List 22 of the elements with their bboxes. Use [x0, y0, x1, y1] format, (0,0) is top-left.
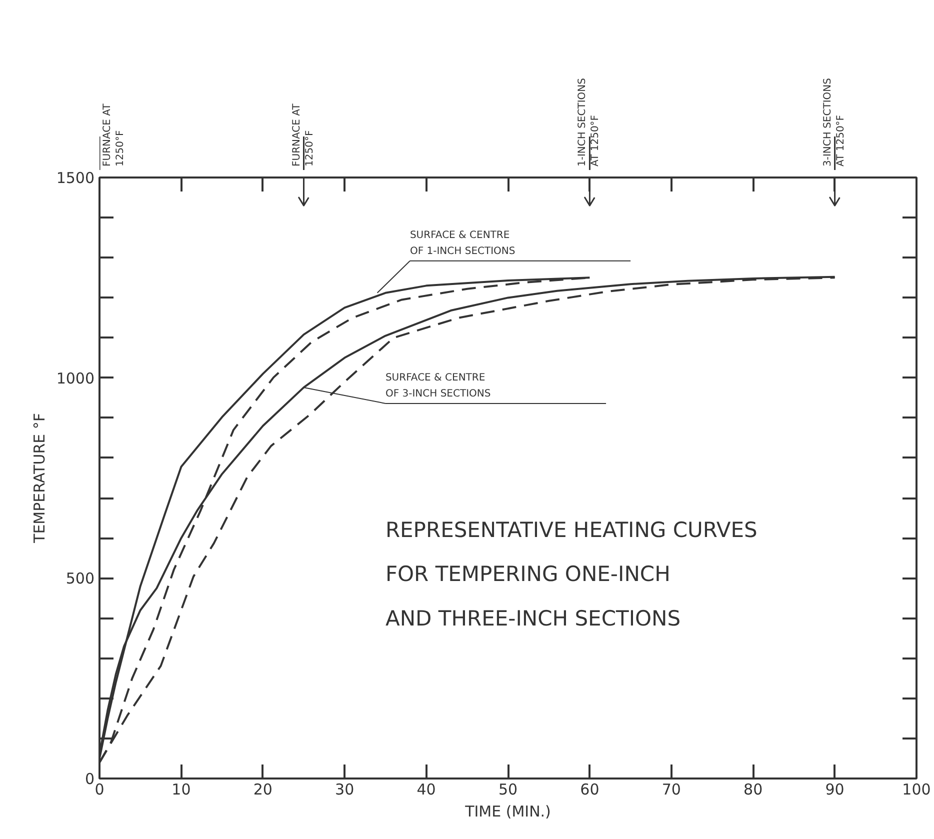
y-axis-title: TEMPERATURE °F: [30, 413, 48, 544]
x-tick-label: 60: [580, 780, 600, 798]
ref-line-label: 3-INCH SECTIONS AT 1250°F: [822, 78, 846, 166]
ref-line-label: FURNACE AT 1250°F: [102, 102, 126, 166]
x-tick-label: 100: [902, 780, 931, 798]
ref-line-label: FURNACE AT 1250°F: [291, 102, 316, 166]
ref-line-label: 1-INCH SECTIONS AT 1250°F: [577, 78, 602, 166]
x-tick-label: 50: [498, 780, 518, 798]
x-tick-label: 90: [825, 780, 844, 798]
x-tick-label: 30: [335, 780, 354, 798]
x-tick-label: 40: [416, 780, 436, 798]
x-tick-label: 20: [253, 780, 272, 798]
x-tick-label: 80: [744, 780, 763, 798]
x-tick-label: 70: [662, 780, 681, 798]
annotation: SURFACE & CENTRE OF 1-INCH SECTIONS: [410, 230, 516, 257]
y-tick-label: 1500: [56, 169, 95, 187]
x-axis-title: TIME (MIN.): [464, 802, 551, 820]
annotation: SURFACE & CENTRE OF 3-INCH SECTIONS: [385, 372, 491, 400]
y-tick-label: 1000: [56, 369, 95, 388]
y-tick-label: 500: [66, 570, 95, 588]
x-tick-label: 10: [172, 780, 191, 798]
text: REPRESENTATIVE HEATING CURVES FOR TEMPERING ONE-INCH AND THREE-INCH SECTIONS: [385, 518, 758, 630]
